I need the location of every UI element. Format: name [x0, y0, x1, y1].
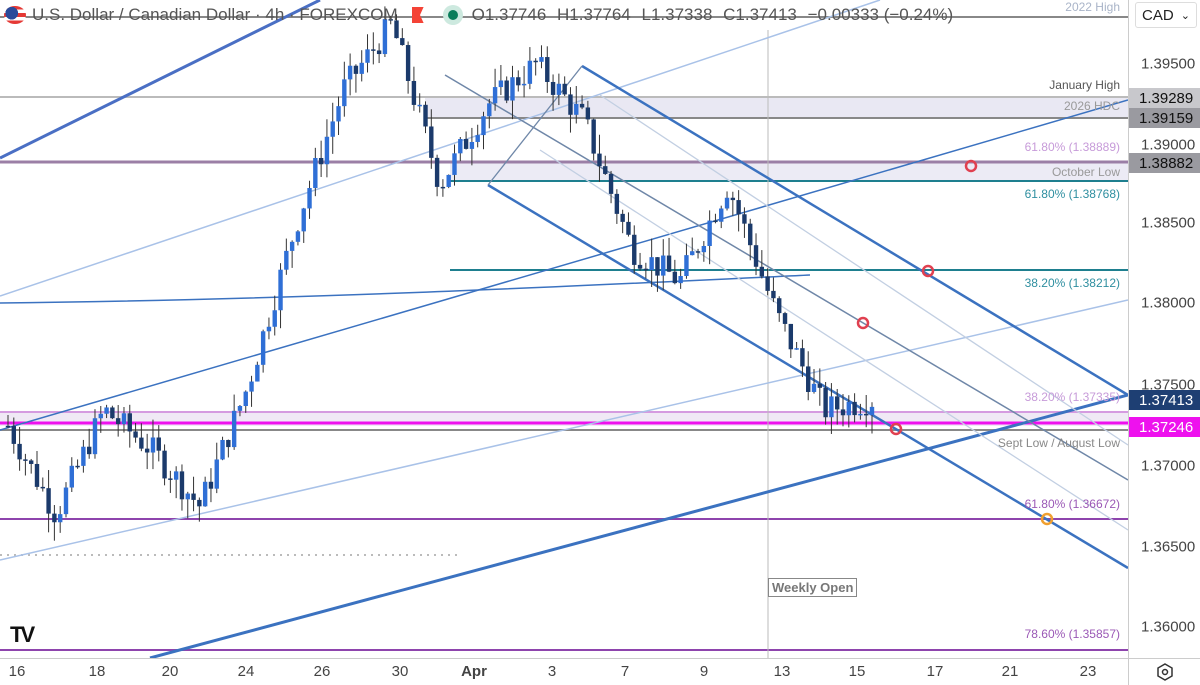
price-level-tag: 1.39159 [1129, 108, 1200, 128]
low-value: L1.37338 [641, 5, 713, 24]
time-tick: 9 [699, 663, 709, 680]
market-status-icon [447, 10, 458, 20]
moving-average-line [0, 274, 811, 304]
channel-inner-line-2 [599, 94, 1128, 446]
time-tick: 24 [237, 663, 255, 680]
price-tick: 1.39500 [1141, 55, 1196, 73]
time-tick: 20 [161, 663, 179, 680]
settings-button[interactable] [1128, 658, 1200, 685]
upper-parallel-line [0, 0, 881, 297]
level-label: Sept Low / August Low [997, 436, 1120, 450]
price-tick: 1.36000 [1141, 618, 1196, 636]
level-label: 2022 High [1065, 0, 1120, 14]
currency-value: CAD [1142, 6, 1174, 24]
time-tick: Apr [461, 663, 487, 680]
time-tick: 21 [1001, 663, 1019, 680]
january-high-zone [425, 98, 1128, 118]
level-label: January High [1049, 78, 1120, 92]
confluence-marker [856, 316, 870, 330]
target-marker [1040, 512, 1054, 526]
symbol-title[interactable]: U.S. Dollar / Canadian Dollar · 4h · FOR… [32, 5, 398, 24]
usdcad-flag-icon [4, 6, 26, 24]
high-value: H1.37764 [557, 5, 631, 24]
time-tick: 26 [313, 663, 331, 680]
price-tick: 1.38000 [1141, 294, 1196, 312]
price-axis[interactable]: CAD ⌄ 1.39500 1.39000 1.38500 1.38000 1.3750… [1128, 0, 1200, 658]
channel-inner-line [539, 149, 1128, 531]
flag-marker-icon[interactable] [411, 7, 424, 23]
confluence-marker [921, 264, 935, 278]
time-tick: 30 [391, 663, 409, 680]
level-label: 38.20% (1.37335) [1024, 390, 1120, 404]
time-tick: 18 [88, 663, 106, 680]
lower-trendline [149, 393, 1128, 658]
median-slope-line [0, 99, 1128, 431]
time-tick: 17 [926, 663, 944, 680]
level-label: October Low [1051, 165, 1120, 179]
price-level-tag: 1.37246 [1129, 417, 1200, 437]
price-level-tag: 1.38882 [1129, 153, 1200, 173]
level-label: 61.80% (1.38768) [1024, 187, 1120, 201]
time-tick: 16 [8, 663, 26, 680]
price-level-tag: 1.37413 [1129, 390, 1200, 410]
chevron-down-icon: ⌄ [1180, 9, 1190, 22]
price-chart[interactable] [0, 0, 1128, 658]
ohlc-values: O1.37746 H1.37764 L1.37338 C1.37413 −0.0… [472, 5, 960, 25]
channel-median-line [444, 74, 1128, 481]
level-label: 78.60% (1.35857) [1024, 627, 1120, 641]
price-tick: 1.37500 [1141, 376, 1196, 394]
price-tick: 1.37000 [1141, 457, 1196, 475]
candlestick-series [5, 6, 875, 541]
weekly-open-label: Weekly Open [768, 578, 858, 597]
level-label: 2026 HDC [1063, 99, 1120, 113]
time-axis[interactable]: 16 18 20 24 26 30 Apr 3 7 9 13 15 17 21 23 [0, 658, 1128, 685]
chart-legend: U.S. Dollar / Canadian Dollar · 4h · FOR… [0, 0, 959, 30]
close-value: C1.37413 [723, 5, 797, 24]
price-level-tag: 1.39289 [1129, 88, 1200, 108]
channel-upper-line [581, 64, 1128, 397]
time-tick: 7 [620, 663, 630, 680]
level-label: 61.80% (1.38889) [1024, 140, 1120, 154]
price-tick: 1.36500 [1141, 538, 1196, 556]
october-low-zone [450, 163, 1128, 182]
price-tick: 1.38500 [1141, 214, 1196, 232]
time-tick: 23 [1079, 663, 1097, 680]
upper-trendline [0, 0, 321, 160]
change-value: −0.00333 (−0.24%) [807, 5, 954, 24]
level-label: 38.20% (1.38212) [1024, 276, 1120, 290]
tradingview-logo[interactable]: TV [10, 622, 35, 647]
time-tick: 13 [773, 663, 791, 680]
price-tick: 1.39000 [1141, 136, 1196, 154]
confluence-marker [889, 422, 903, 436]
open-value: O1.37746 [471, 5, 547, 24]
time-tick: 15 [848, 663, 866, 680]
gear-icon [1157, 663, 1173, 681]
time-tick: 3 [547, 663, 557, 680]
currency-selector[interactable]: CAD ⌄ [1135, 2, 1197, 28]
confluence-marker [964, 159, 978, 173]
level-label: 61.80% (1.36672) [1024, 497, 1120, 511]
